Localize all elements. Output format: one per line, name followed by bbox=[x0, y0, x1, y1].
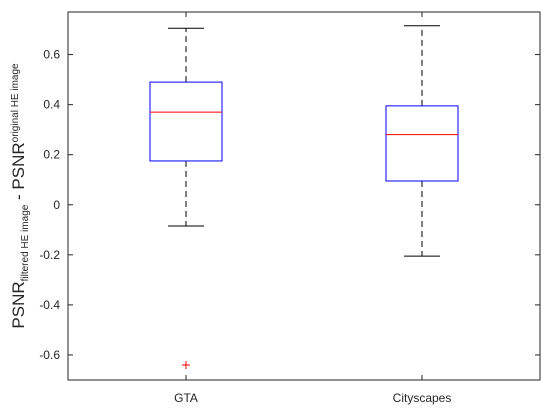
y-label-operator: - bbox=[9, 190, 28, 205]
y-label-sub-1: filtered HE image bbox=[20, 204, 31, 281]
iqr-box bbox=[149, 81, 223, 162]
box-group-cityscapes bbox=[385, 25, 459, 257]
y-tick-label: -0.4 bbox=[39, 298, 60, 312]
y-tick-label: 0 bbox=[53, 198, 60, 212]
x-tick-label: GTA bbox=[174, 391, 198, 405]
y-tick-label: -0.6 bbox=[39, 348, 60, 362]
y-axis-label: PSNRfiltered HE image - PSNRoriginal HE … bbox=[9, 63, 31, 329]
y-tick-label: 0.6 bbox=[43, 48, 60, 62]
box-group-gta bbox=[149, 27, 223, 369]
y-tick-label: 0.2 bbox=[43, 148, 60, 162]
iqr-box bbox=[385, 105, 459, 182]
y-tick-label: 0.4 bbox=[43, 98, 60, 112]
x-tick-label: Cityscapes bbox=[393, 391, 452, 405]
outlier-marker bbox=[182, 360, 190, 369]
y-tick-label: -0.2 bbox=[39, 248, 60, 262]
y-label-base-1: PSNR bbox=[9, 281, 28, 328]
y-label-sub-2: original HE image bbox=[10, 63, 21, 142]
y-label-base-2: PSNR bbox=[9, 142, 28, 189]
plot-area-frame bbox=[67, 11, 541, 381]
x-axis: GTA Cityscapes bbox=[174, 12, 451, 405]
boxes-layer bbox=[149, 25, 459, 369]
y-axis: -0.6 -0.4 -0.2 0 0.2 0.4 0.6 bbox=[39, 48, 540, 362]
